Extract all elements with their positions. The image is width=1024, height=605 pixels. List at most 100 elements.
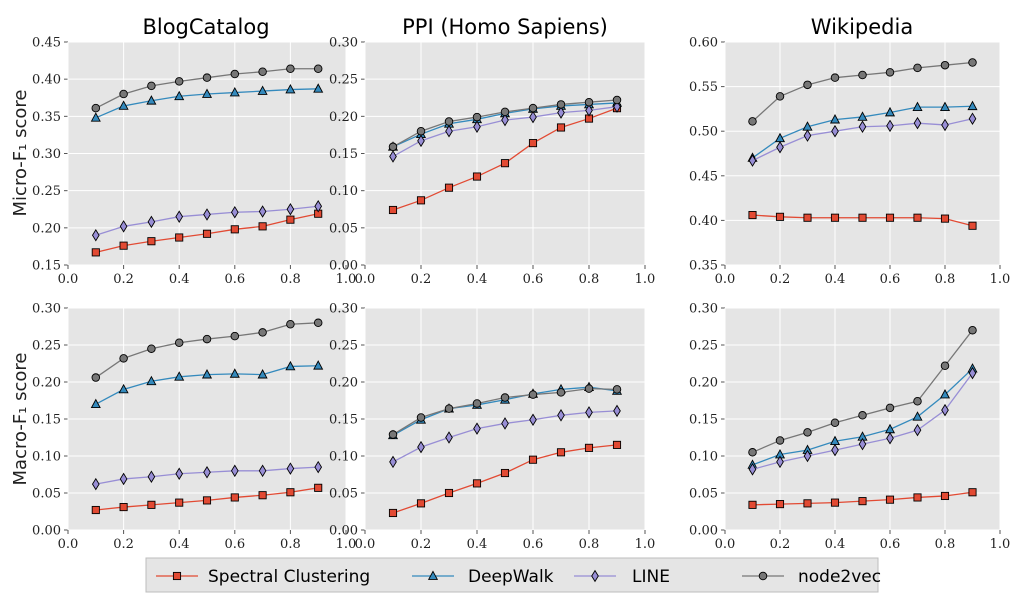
data-point	[91, 505, 100, 515]
data-point	[202, 496, 212, 505]
data-point	[258, 491, 267, 500]
data-point	[830, 213, 840, 222]
data-point	[444, 117, 454, 126]
data-point	[146, 375, 157, 386]
column-title: PPI (Homo Sapiens)	[402, 15, 608, 39]
data-point	[146, 95, 157, 105]
data-point	[557, 106, 565, 119]
data-point	[776, 455, 784, 469]
data-point	[912, 101, 923, 111]
x-tick-label: 0.8	[935, 537, 956, 552]
data-point	[285, 84, 296, 94]
data-point	[857, 111, 868, 121]
data-point	[884, 106, 896, 117]
data-point	[174, 338, 184, 348]
data-point	[775, 500, 785, 509]
data-point	[830, 73, 840, 82]
x-tick-label: 0.0	[58, 272, 79, 287]
data-point	[913, 423, 922, 437]
data-point	[939, 389, 951, 399]
data-point	[313, 318, 323, 328]
x-tick-label: 0.2	[411, 272, 432, 287]
data-point	[229, 86, 240, 97]
data-point	[258, 67, 267, 76]
data-point	[230, 464, 239, 478]
data-point	[500, 107, 510, 117]
x-tick-label: 0.4	[169, 537, 190, 552]
y-tick-label: 0.10	[329, 450, 358, 465]
data-point	[285, 360, 296, 371]
data-point	[147, 500, 156, 509]
data-point	[775, 212, 785, 221]
data-point	[388, 430, 398, 439]
data-point	[775, 92, 785, 101]
data-point	[584, 443, 594, 452]
data-point	[858, 213, 867, 222]
data-point	[831, 443, 839, 457]
data-point	[803, 213, 812, 222]
data-point	[90, 112, 101, 122]
data-point	[416, 413, 426, 422]
x-tick-label: 0.2	[770, 537, 791, 552]
data-point	[286, 320, 295, 329]
y-tick-label: 0.30	[32, 147, 61, 162]
data-point	[91, 248, 100, 257]
data-point	[501, 113, 509, 127]
data-point	[500, 468, 510, 478]
legend-marker	[758, 571, 768, 581]
data-point	[175, 467, 184, 481]
data-point	[147, 344, 156, 353]
y-tick-label: 0.40	[689, 214, 718, 229]
y-tick-label: 0.00	[32, 524, 61, 539]
data-point	[119, 354, 128, 363]
data-point	[444, 404, 454, 413]
data-point	[175, 498, 184, 507]
x-tick-label: 0.0	[715, 272, 736, 287]
data-point	[613, 100, 621, 113]
data-point	[941, 118, 949, 132]
y-tick-label: 0.45	[689, 169, 718, 184]
data-point	[417, 440, 425, 454]
data-point	[258, 328, 267, 337]
data-point	[585, 104, 593, 117]
x-tick-label: 0.2	[770, 272, 791, 287]
x-tick-label: 0.4	[467, 537, 488, 552]
y-tick-label: 0.05	[329, 487, 358, 502]
data-point	[968, 366, 977, 380]
data-point	[388, 205, 398, 215]
y-tick-label: 0.45	[32, 36, 61, 51]
legend-marker	[591, 569, 599, 583]
data-point	[258, 464, 267, 478]
y-tick-label: 0.10	[689, 450, 718, 465]
data-point	[803, 499, 812, 508]
x-tick-label: 0.8	[935, 272, 956, 287]
data-point	[201, 369, 213, 379]
data-point	[119, 472, 128, 486]
data-point	[913, 396, 922, 406]
data-point	[175, 210, 184, 223]
data-point	[203, 208, 211, 221]
data-point	[939, 101, 951, 111]
data-point	[858, 70, 867, 80]
data-point	[612, 385, 622, 394]
legend	[145, 557, 879, 593]
data-point	[313, 83, 324, 93]
x-tick-label: 0.6	[523, 272, 544, 287]
legend-marker	[427, 570, 439, 580]
y-tick-label: 0.15	[689, 413, 718, 428]
x-tick-label: 0.4	[825, 537, 846, 552]
data-point	[748, 463, 757, 476]
x-tick-label: 0.8	[280, 272, 301, 287]
data-point	[286, 202, 295, 216]
x-tick-label: 0.6	[880, 537, 901, 552]
data-point	[528, 390, 538, 399]
data-point	[230, 205, 239, 219]
data-point	[858, 120, 867, 134]
data-point	[174, 371, 185, 381]
y-tick-label: 0.30	[689, 302, 718, 317]
data-point	[119, 220, 128, 233]
data-point	[286, 64, 295, 74]
data-point	[556, 123, 566, 132]
column-title: BlogCatalog	[142, 15, 269, 39]
data-point	[913, 116, 922, 130]
